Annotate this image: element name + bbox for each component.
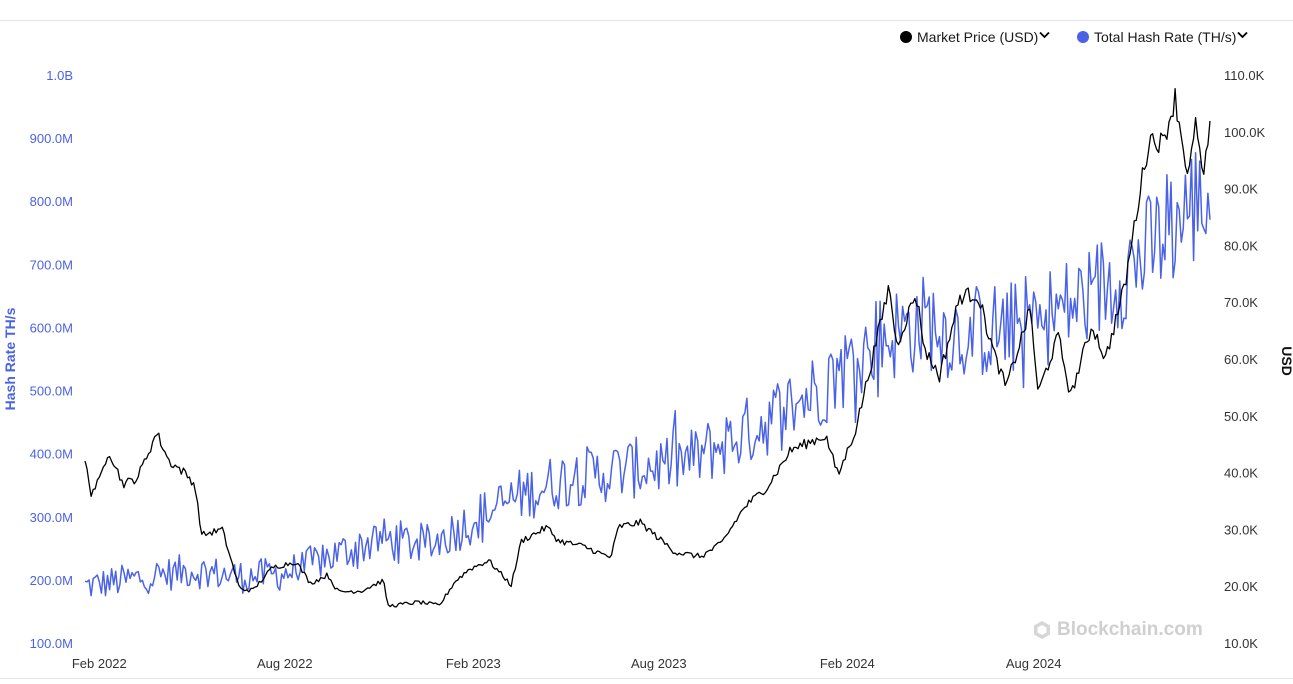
x-tick-label: Feb 2024 (820, 656, 875, 671)
blockchain-watermark: Blockchain.com (1032, 619, 1203, 641)
y-right-tick-label: 30.0K (1224, 522, 1258, 537)
blockchain-logo-icon (1034, 621, 1050, 639)
legend-item-market-price[interactable]: Market Price (USD) (900, 29, 1050, 45)
hash-rate-dot-icon (1077, 31, 1089, 43)
y-right-tick-label: 100.0K (1224, 125, 1266, 140)
chevron-down-icon[interactable] (1237, 26, 1249, 42)
y-left-tick-label: 200.0M (30, 573, 73, 588)
y-right-tick-label: 60.0K (1224, 352, 1258, 367)
y-right-tick-label: 10.0K (1224, 636, 1258, 651)
y-left-tick-label: 900.0M (30, 131, 73, 146)
chart-legend: Market Price (USD) Total Hash Rate (TH/s… (0, 29, 1293, 49)
x-tick-label: Feb 2023 (446, 656, 501, 671)
y-left-tick-label: 800.0M (30, 194, 73, 209)
y-left-tick-label: 100.0M (30, 636, 73, 651)
y-right-tick-label: 110.0K (1224, 68, 1265, 83)
legend-label-hash-rate: Total Hash Rate (TH/s) (1094, 29, 1237, 45)
y-right-tick-label: 20.0K (1224, 579, 1258, 594)
chevron-down-icon[interactable] (1039, 26, 1050, 42)
y-right-tick-label: 40.0K (1224, 466, 1258, 481)
y-right-tick-label: 80.0K (1224, 238, 1258, 253)
hash-rate-series-line (84, 151, 1211, 597)
y-left-axis-title: Hash Rate TH/s (2, 307, 18, 410)
x-tick-label: Aug 2024 (1006, 656, 1062, 671)
x-tick-label: Aug 2023 (631, 656, 687, 671)
y-left-tick-label: 300.0M (30, 510, 73, 525)
y-right-tick-label: 70.0K (1224, 295, 1258, 310)
y-right-tick-label: 90.0K (1224, 182, 1258, 197)
y-right-tick-label: 50.0K (1224, 409, 1258, 424)
chart-bottom-border (0, 678, 1293, 679)
x-tick-label: Feb 2022 (72, 656, 127, 671)
market-price-dot-icon (900, 31, 912, 43)
x-tick-label: Aug 2022 (257, 656, 313, 671)
y-left-tick-label: 700.0M (30, 257, 73, 272)
market-price-series-line (84, 88, 1211, 608)
chart-top-border (0, 20, 1293, 21)
legend-label-market-price: Market Price (USD) (917, 29, 1039, 45)
legend-item-hash-rate[interactable]: Total Hash Rate (TH/s) (1077, 26, 1249, 45)
y-right-axis-title: USD (1279, 346, 1293, 376)
y-left-tick-label: 1.0B (46, 68, 73, 83)
y-left-tick-label: 600.0M (30, 320, 73, 335)
y-left-tick-label: 500.0M (30, 384, 73, 399)
y-left-tick-label: 400.0M (30, 447, 73, 462)
watermark-text: Blockchain.com (1057, 619, 1203, 640)
